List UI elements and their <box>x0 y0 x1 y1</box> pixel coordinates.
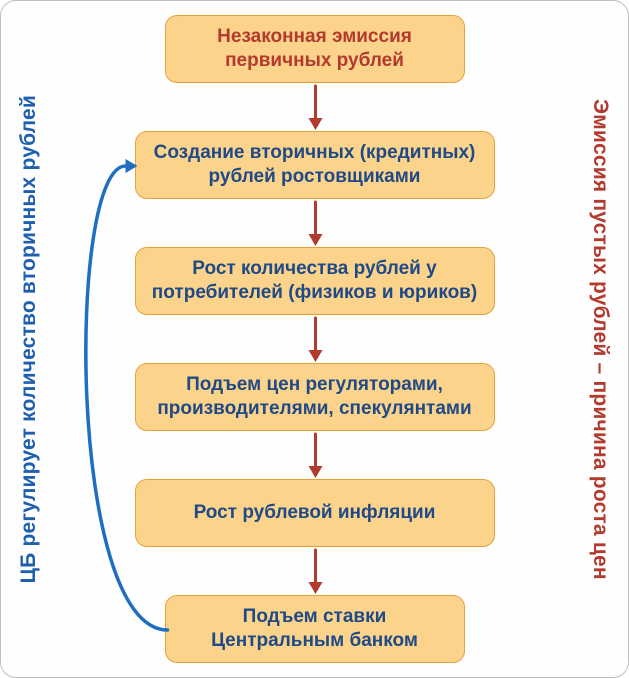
flow-node-2: Рост количества рублей употребителей (фи… <box>135 247 495 315</box>
diagram-frame: ЦБ регулирует количество вторичных рубле… <box>0 0 629 678</box>
flow-node-0: Незаконная эмиссияпервичных рублей <box>165 15 465 83</box>
flow-node-3: Подъем цен регуляторами,производителями,… <box>135 363 495 431</box>
left-caption-text: ЦБ регулирует количество вторичных рубле… <box>17 95 41 583</box>
flow-column: Незаконная эмиссияпервичных рублей Создан… <box>59 15 570 663</box>
flow-node-4: Рост рублевой инфляции <box>135 479 495 547</box>
left-caption: ЦБ регулирует количество вторичных рубле… <box>5 1 53 677</box>
flow-node-1: Создание вторичных (кредитных)рублей рос… <box>135 131 495 199</box>
right-caption-text: Эмиссия пустых рублей – причина роста це… <box>588 99 612 580</box>
right-caption: Эмиссия пустых рублей – причина роста це… <box>576 1 624 677</box>
flow-node-5: Подъем ставкиЦентральным банком <box>165 595 465 663</box>
